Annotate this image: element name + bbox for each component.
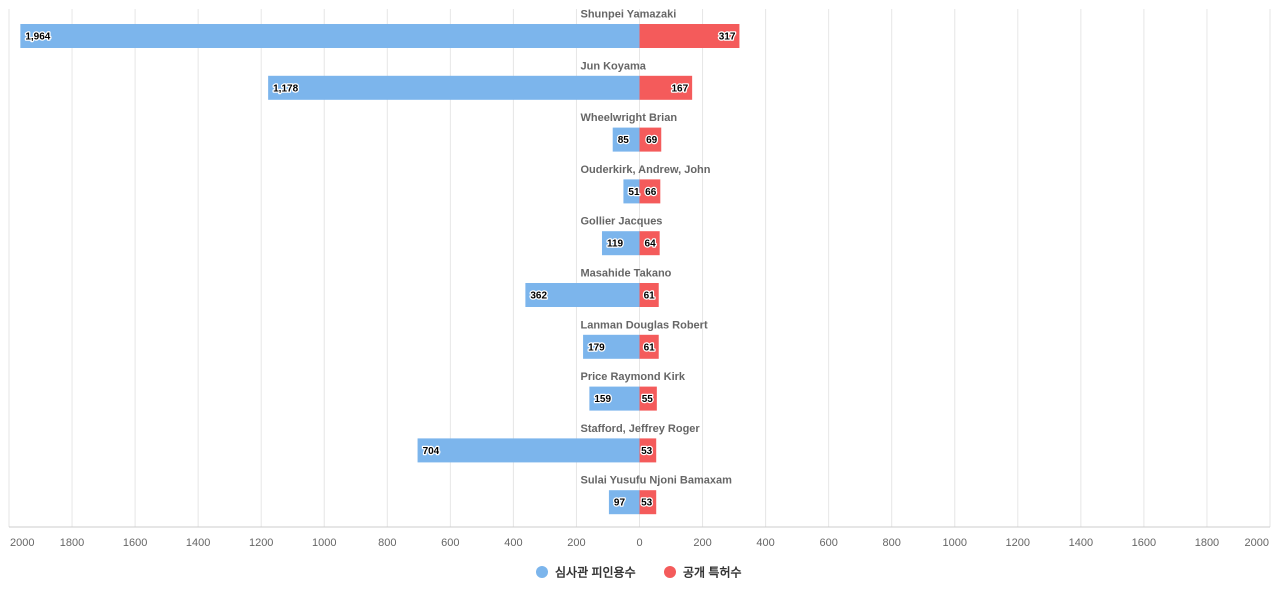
legend-label: 심사관 피인용수 [555, 565, 636, 580]
data-label-left: 362 [530, 291, 547, 302]
data-label-right: 66 [645, 187, 657, 198]
x-tick-label: 1600 [1132, 537, 1156, 549]
x-tick-label: 0 [636, 537, 642, 549]
category-label: Masahide Takano [581, 268, 672, 280]
data-label-left: 704 [423, 446, 440, 457]
category-label: Price Raymond Kirk [581, 371, 686, 383]
bar-left[interactable] [525, 283, 640, 307]
bar-left[interactable] [589, 386, 640, 411]
bar-right[interactable] [639, 231, 660, 256]
category-label: Lanman Douglas Robert [581, 319, 708, 331]
x-tick-label: 1000 [312, 537, 336, 549]
bar-left[interactable] [612, 127, 640, 152]
data-label-right: 53 [641, 446, 653, 457]
x-tick-label: 400 [504, 537, 522, 549]
x-tick-label: 1400 [1069, 537, 1093, 549]
x-tick-label: 800 [883, 537, 901, 549]
data-label-left: 51 [628, 187, 640, 198]
bar-left[interactable] [608, 490, 640, 515]
bar-right[interactable] [639, 24, 740, 48]
bar-right[interactable] [639, 438, 657, 463]
x-tick-label: 1200 [1006, 537, 1030, 549]
legend-item[interactable]: 심사관 피인용수 [536, 565, 636, 580]
x-tick-label: 1200 [249, 537, 273, 549]
category-label: Stafford, Jeffrey Roger [581, 423, 701, 435]
x-tick-label: 2000 [1245, 537, 1269, 549]
x-tick-label: 1400 [186, 537, 210, 549]
x-tick-label: 600 [819, 537, 837, 549]
data-label-right: 69 [646, 135, 658, 146]
x-tick-label: 1600 [123, 537, 147, 549]
x-tick-label: 400 [756, 537, 774, 549]
x-tick-label: 1800 [1195, 537, 1219, 549]
category-label: Sulai Yusufu Njoni Bamaxam [581, 475, 733, 487]
x-tick-label: 800 [378, 537, 396, 549]
data-label-left: 85 [618, 135, 630, 146]
x-tick-label: 200 [567, 537, 585, 549]
bar-right[interactable] [639, 283, 659, 307]
bar-right[interactable] [639, 386, 657, 411]
data-label-left: 97 [614, 498, 626, 509]
data-label-left: 119 [607, 239, 624, 250]
legend-item[interactable]: 공개 특허수 [664, 565, 742, 580]
category-label: Jun Koyama [581, 60, 647, 72]
category-label: Ouderkirk, Andrew, John [581, 164, 711, 176]
data-label-right: 55 [642, 394, 654, 405]
bar-right[interactable] [639, 490, 657, 515]
category-labels: Shunpei Yamazaki Jun Koyama Wheelwright Br… [581, 9, 733, 487]
x-tick-label: 1800 [60, 537, 84, 549]
x-tick-label: 2000 [10, 537, 34, 549]
x-tick-label: 600 [441, 537, 459, 549]
category-label: Gollier Jacques [581, 216, 663, 228]
data-label-right: 53 [641, 498, 653, 509]
x-tick-label: 1000 [943, 537, 967, 549]
x-axis-ticks: 2000 1800 1600 1400 1200 1000 800 600 400 200 0 200… [10, 537, 1269, 549]
bar-left[interactable] [268, 75, 640, 100]
legend[interactable]: 심사관 피인용수 공개 특허수 [536, 565, 742, 580]
legend-marker [664, 566, 676, 578]
bar-right[interactable] [639, 334, 659, 359]
data-label-left: 1,964 [25, 32, 50, 43]
legend-label: 공개 특허수 [683, 565, 742, 580]
data-label-right: 64 [645, 239, 657, 250]
category-label: Shunpei Yamazaki [581, 9, 677, 21]
data-label-left: 1,178 [273, 83, 298, 94]
bar-right[interactable] [639, 127, 662, 152]
bar-left[interactable] [20, 24, 640, 48]
bar-left[interactable] [583, 334, 640, 359]
data-label-left: 179 [588, 342, 605, 353]
bar-left[interactable] [417, 438, 640, 463]
data-labels: 1,964 317 1,178 167 85 69 51 66 119 64 362 61 179 61 1… [24, 30, 737, 510]
data-label-right: 61 [644, 291, 656, 302]
bars [20, 24, 740, 515]
data-label-left: 159 [594, 394, 611, 405]
bar-left[interactable] [601, 231, 640, 256]
legend-marker [536, 566, 548, 578]
data-label-right: 317 [719, 32, 736, 43]
data-label-right: 61 [644, 342, 656, 353]
x-tick-label: 200 [693, 537, 711, 549]
data-label-right: 167 [671, 83, 688, 94]
category-label: Wheelwright Brian [581, 112, 678, 124]
bar-right[interactable] [639, 75, 693, 100]
bar-left[interactable] [623, 179, 640, 204]
bar-right[interactable] [639, 179, 661, 204]
